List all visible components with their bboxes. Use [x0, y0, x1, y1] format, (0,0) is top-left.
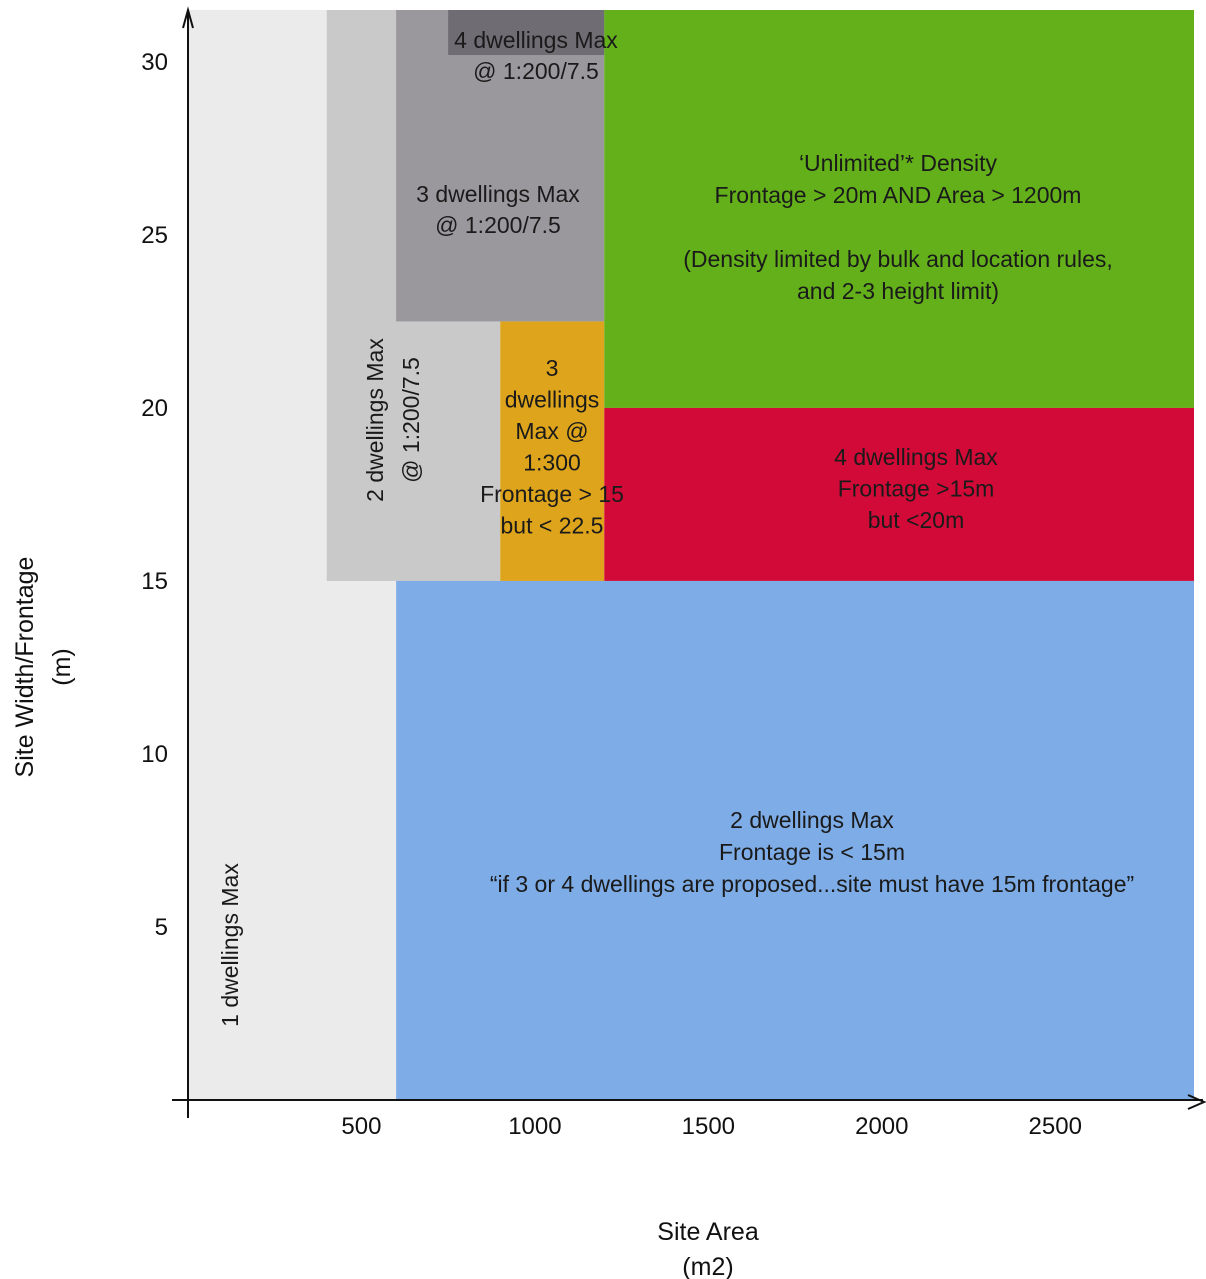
- zone-label-line: 1:300: [523, 450, 581, 476]
- y-axis-title-line1: Site Width/Frontage: [11, 557, 39, 778]
- x-tick-label: 500: [341, 1113, 381, 1140]
- y-axis-title-line2: (m): [48, 648, 76, 685]
- zone-label-line: dwellings: [505, 387, 600, 413]
- axes-layer: [172, 6, 1206, 1118]
- zone-label-line: 2 dwellings Max: [362, 338, 388, 502]
- zone-label-6: ‘Unlimited’* Density Frontage > 20m AND A…: [683, 150, 1113, 304]
- zone-4-dwellings-max-1-200: [448, 10, 605, 55]
- zone-label-8: 2 dwellings Max Frontage is < 15m “if 3 or…: [490, 807, 1134, 897]
- x-axis-title-line1: Site Area: [657, 1218, 759, 1246]
- zone-label-line: Frontage is < 15m: [719, 839, 905, 865]
- zone-3-dwellings-max-1-200: [396, 10, 605, 322]
- zone-label-line: Max @: [515, 418, 588, 444]
- x-tick-label: 1500: [682, 1113, 735, 1140]
- zone-unlimited-density: [604, 10, 1194, 408]
- zone-label-line: ‘Unlimited’* Density: [799, 150, 998, 176]
- zone-label-5: 3 dwellings Max @ 1:300 Frontage > 15 but < 2…: [480, 355, 624, 539]
- zone-label-line: @ 1:200/7.5: [473, 58, 599, 84]
- zone-label-1: 1 dwellings Max: [217, 863, 243, 1027]
- y-tick-label: 30: [141, 49, 168, 76]
- axis-titles: Site Area (m2) Site Width/Frontage (m): [11, 557, 759, 1279]
- zone-3-dwellings-max-1-300: [500, 321, 605, 581]
- x-axis-arrow: [1187, 1094, 1206, 1110]
- y-tick-label: 20: [141, 395, 168, 422]
- zone-label-line: 1 dwellings Max: [217, 863, 243, 1027]
- zone-label-line: but <20m: [868, 507, 965, 533]
- ticks-layer: 500 1000 1500 2000 2500 5 10 15 20 25 30: [141, 49, 1082, 1140]
- zone-label-3: 3 dwellings Max @ 1:200/7.5: [416, 181, 580, 238]
- zone-label-line: Frontage > 15: [480, 481, 624, 507]
- x-tick-label: 2500: [1029, 1113, 1082, 1140]
- zone-labels-layer: 1 dwellings Max 2 dwellings Max @ 1:200/7.…: [217, 27, 1134, 1027]
- y-tick-label: 10: [141, 741, 168, 768]
- x-tick-label: 1000: [508, 1113, 561, 1140]
- y-tick-label: 15: [141, 568, 168, 595]
- zone-label-2: 2 dwellings Max @ 1:200/7.5: [362, 338, 424, 502]
- zone-label-line: 4 dwellings Max: [834, 444, 998, 470]
- zone-label-line: 3: [546, 355, 559, 381]
- zone-label-line: 2 dwellings Max: [730, 807, 894, 833]
- y-tick-label: 5: [155, 914, 168, 941]
- zone-label-line: “if 3 or 4 dwellings are proposed...site…: [490, 871, 1134, 897]
- zone-label-line: (Density limited by bulk and location ru…: [683, 246, 1113, 272]
- zone-label-line: and 2-3 height limit): [797, 278, 999, 304]
- zone-label-line: Frontage > 20m AND Area > 1200m: [715, 182, 1082, 208]
- x-axis-title-line2: (m2): [682, 1253, 733, 1279]
- zone-label-line: 3 dwellings Max: [416, 181, 580, 207]
- y-tick-label: 25: [141, 222, 168, 249]
- zone-label-4: 4 dwellings Max @ 1:200/7.5: [454, 27, 618, 84]
- x-tick-label: 2000: [855, 1113, 908, 1140]
- y-axis-arrow: [182, 6, 194, 29]
- zone-label-7: 4 dwellings Max Frontage >15m but <20m: [834, 444, 998, 533]
- zone-4-dwellings-max-frontage: [604, 407, 1194, 581]
- zones-layer: [188, 10, 1194, 1100]
- zone-label-line: but < 22.5: [501, 513, 604, 539]
- zone-label-line: @ 1:200/7.5: [398, 357, 424, 483]
- zone-2-dwellings-max-frontage: [396, 580, 1194, 1100]
- zone-label-line: 4 dwellings Max: [454, 27, 618, 53]
- zone-label-line: Frontage >15m: [838, 476, 995, 502]
- zone-label-line: @ 1:200/7.5: [435, 212, 561, 238]
